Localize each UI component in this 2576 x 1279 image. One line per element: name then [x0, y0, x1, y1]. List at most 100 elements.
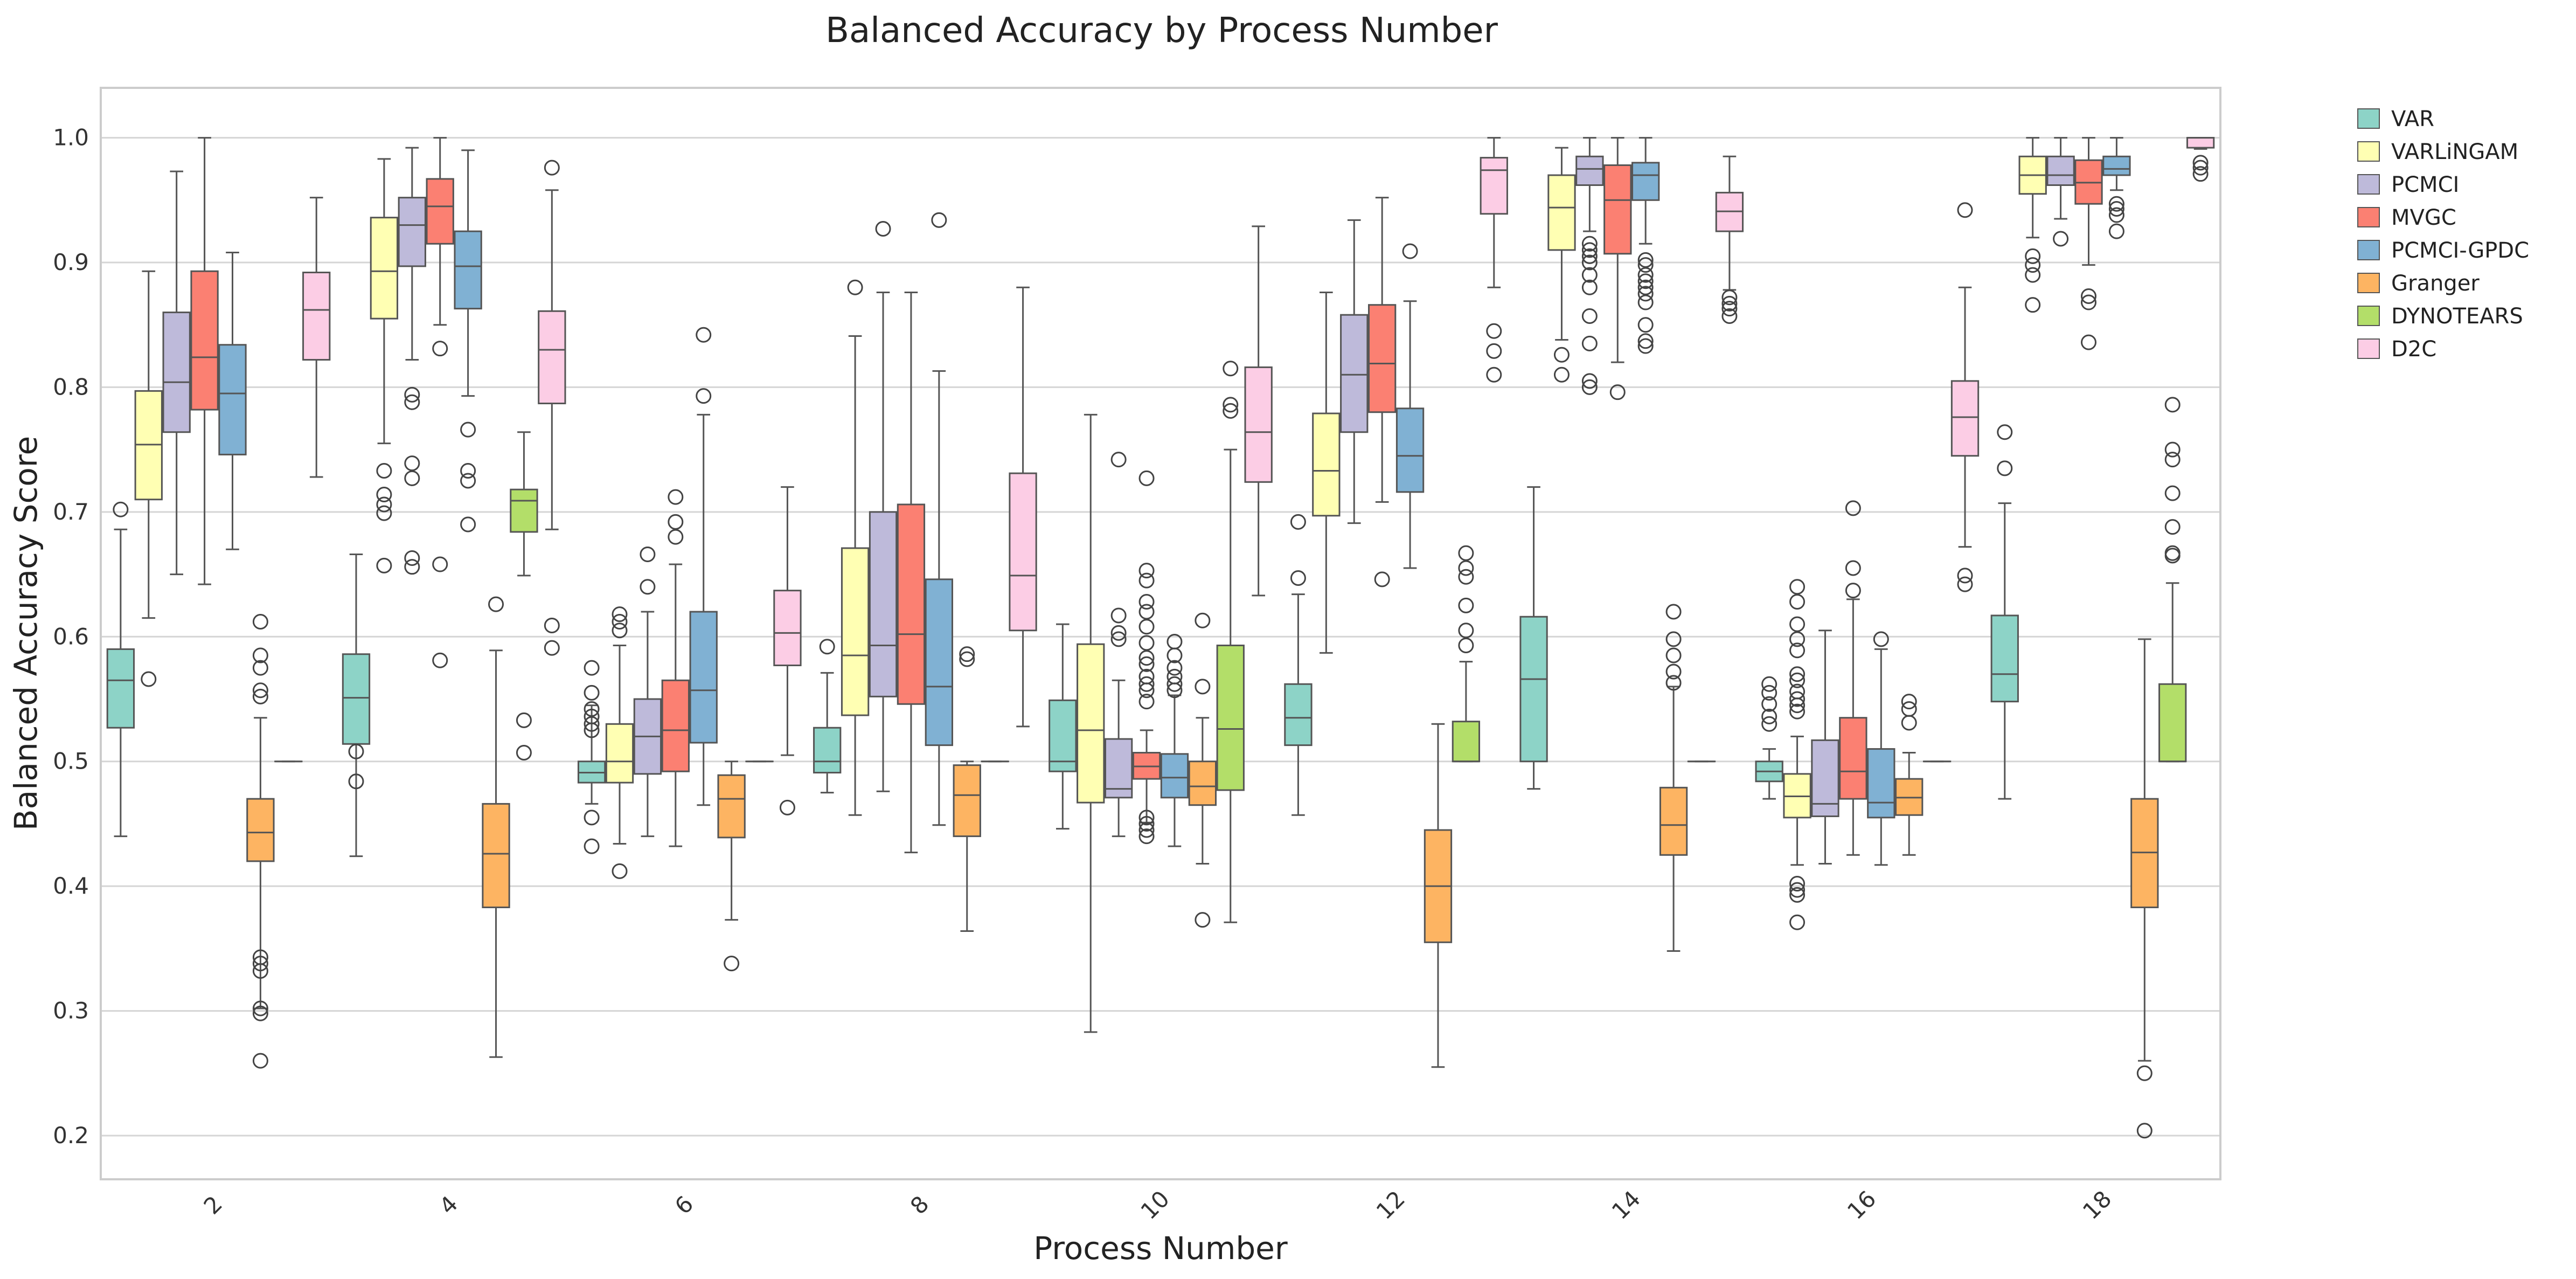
- box: [925, 212, 953, 826]
- outlier-point: [1789, 876, 1806, 892]
- outlier-point: [2025, 248, 2041, 264]
- series-d2c: [302, 137, 2215, 815]
- box: [134, 270, 163, 687]
- box-body: [717, 774, 746, 839]
- box-body: [482, 803, 510, 908]
- outlier-point: [252, 1000, 268, 1017]
- outlier-point: [584, 838, 600, 854]
- box-body: [925, 578, 953, 746]
- outlier-point: [1957, 576, 1973, 592]
- box: [841, 279, 870, 816]
- legend-label: MVGC: [2391, 205, 2456, 230]
- outlier-point: [668, 514, 684, 530]
- outlier-point: [1789, 887, 1806, 903]
- box-body: [302, 272, 331, 361]
- outlier-point: [1167, 660, 1183, 676]
- outlier-point: [1789, 642, 1806, 659]
- legend-item: Granger: [2357, 271, 2480, 296]
- legend-label: VAR: [2391, 107, 2434, 132]
- box-body: [1839, 717, 1867, 800]
- outlier-point: [1486, 323, 1502, 339]
- outlier-point: [2025, 267, 2041, 283]
- outlier-point: [1581, 379, 1598, 395]
- outlier-point: [1845, 500, 1861, 516]
- box: [1575, 137, 1604, 395]
- outlier-point: [2108, 207, 2124, 223]
- box-body: [773, 590, 802, 667]
- legend-item: VARLiNGAM: [2357, 140, 2518, 164]
- outlier-point: [460, 473, 476, 489]
- outlier-point: [1761, 708, 1777, 724]
- outlier-point: [1665, 663, 1682, 680]
- box: [482, 596, 510, 1058]
- y-axis-label: Balanced Accuracy Score: [8, 436, 44, 831]
- outlier-point: [1721, 295, 1738, 312]
- box-body: [1244, 366, 1273, 483]
- box: [1950, 202, 1980, 592]
- box: [953, 646, 981, 932]
- outlier-point: [516, 745, 532, 761]
- box-body: [1312, 412, 1341, 517]
- outlier-point: [1761, 716, 1777, 732]
- plot-frame: [100, 87, 2221, 1180]
- box: [717, 761, 746, 972]
- box: [1009, 286, 1037, 728]
- outlier-point: [584, 716, 600, 732]
- outlier-point: [1458, 637, 1474, 653]
- box-body: [1216, 644, 1245, 791]
- outlier-point: [1665, 647, 1682, 663]
- box: [2130, 638, 2159, 1139]
- outlier-point: [1138, 682, 1155, 699]
- box: [1659, 604, 1688, 952]
- outlier-point: [1553, 347, 1570, 363]
- box-body: [510, 488, 538, 533]
- box: [1340, 219, 1369, 524]
- outlier-point: [1195, 912, 1211, 928]
- outlier-point: [1138, 619, 1155, 635]
- box-body: [2102, 155, 2131, 176]
- box: [162, 170, 191, 576]
- box-body: [1049, 699, 1077, 772]
- outlier-point: [1789, 593, 1806, 610]
- outlier-point: [1609, 384, 1626, 400]
- box: [661, 489, 690, 847]
- outlier-point: [2080, 334, 2096, 350]
- box-body: [661, 679, 690, 772]
- outlier-point: [1458, 569, 1474, 585]
- outlier-point: [584, 722, 600, 738]
- outlier-point: [252, 1053, 268, 1069]
- outlier-point: [432, 652, 448, 668]
- box: [1244, 225, 1273, 597]
- outlier-point: [1110, 625, 1127, 641]
- box: [1811, 630, 1839, 865]
- outlier-point: [1637, 333, 1654, 349]
- legend: VAR VARLiNGAM PCMCI MVGC PCMCI-GPDC Granger DY…: [2357, 107, 2529, 362]
- box-body: [218, 344, 247, 455]
- box: [538, 160, 566, 656]
- outlier-point: [1486, 343, 1502, 359]
- outlier-point: [1637, 317, 1654, 333]
- box: [1395, 243, 1425, 569]
- box: [1839, 500, 1867, 856]
- box-body: [1009, 472, 1037, 632]
- box-body: [538, 310, 566, 405]
- outlier-point: [1873, 631, 1889, 647]
- box: [1895, 694, 1924, 856]
- legend-swatch: [2357, 306, 2380, 326]
- legend-swatch: [2357, 273, 2380, 293]
- box: [1603, 137, 1632, 400]
- grid-lines: [101, 137, 2220, 1137]
- box-body: [1160, 753, 1189, 799]
- box: [2074, 137, 2103, 350]
- outlier-point: [544, 160, 560, 176]
- outlier-point: [1138, 828, 1155, 845]
- box-body: [1480, 157, 1508, 215]
- box: [1312, 292, 1341, 654]
- legend-swatch: [2357, 240, 2380, 260]
- outlier-point: [1581, 373, 1598, 389]
- box: [897, 292, 926, 854]
- box-body: [1547, 174, 1576, 251]
- outlier-point: [1138, 694, 1155, 710]
- outlier-point: [612, 623, 628, 639]
- box: [2158, 397, 2187, 763]
